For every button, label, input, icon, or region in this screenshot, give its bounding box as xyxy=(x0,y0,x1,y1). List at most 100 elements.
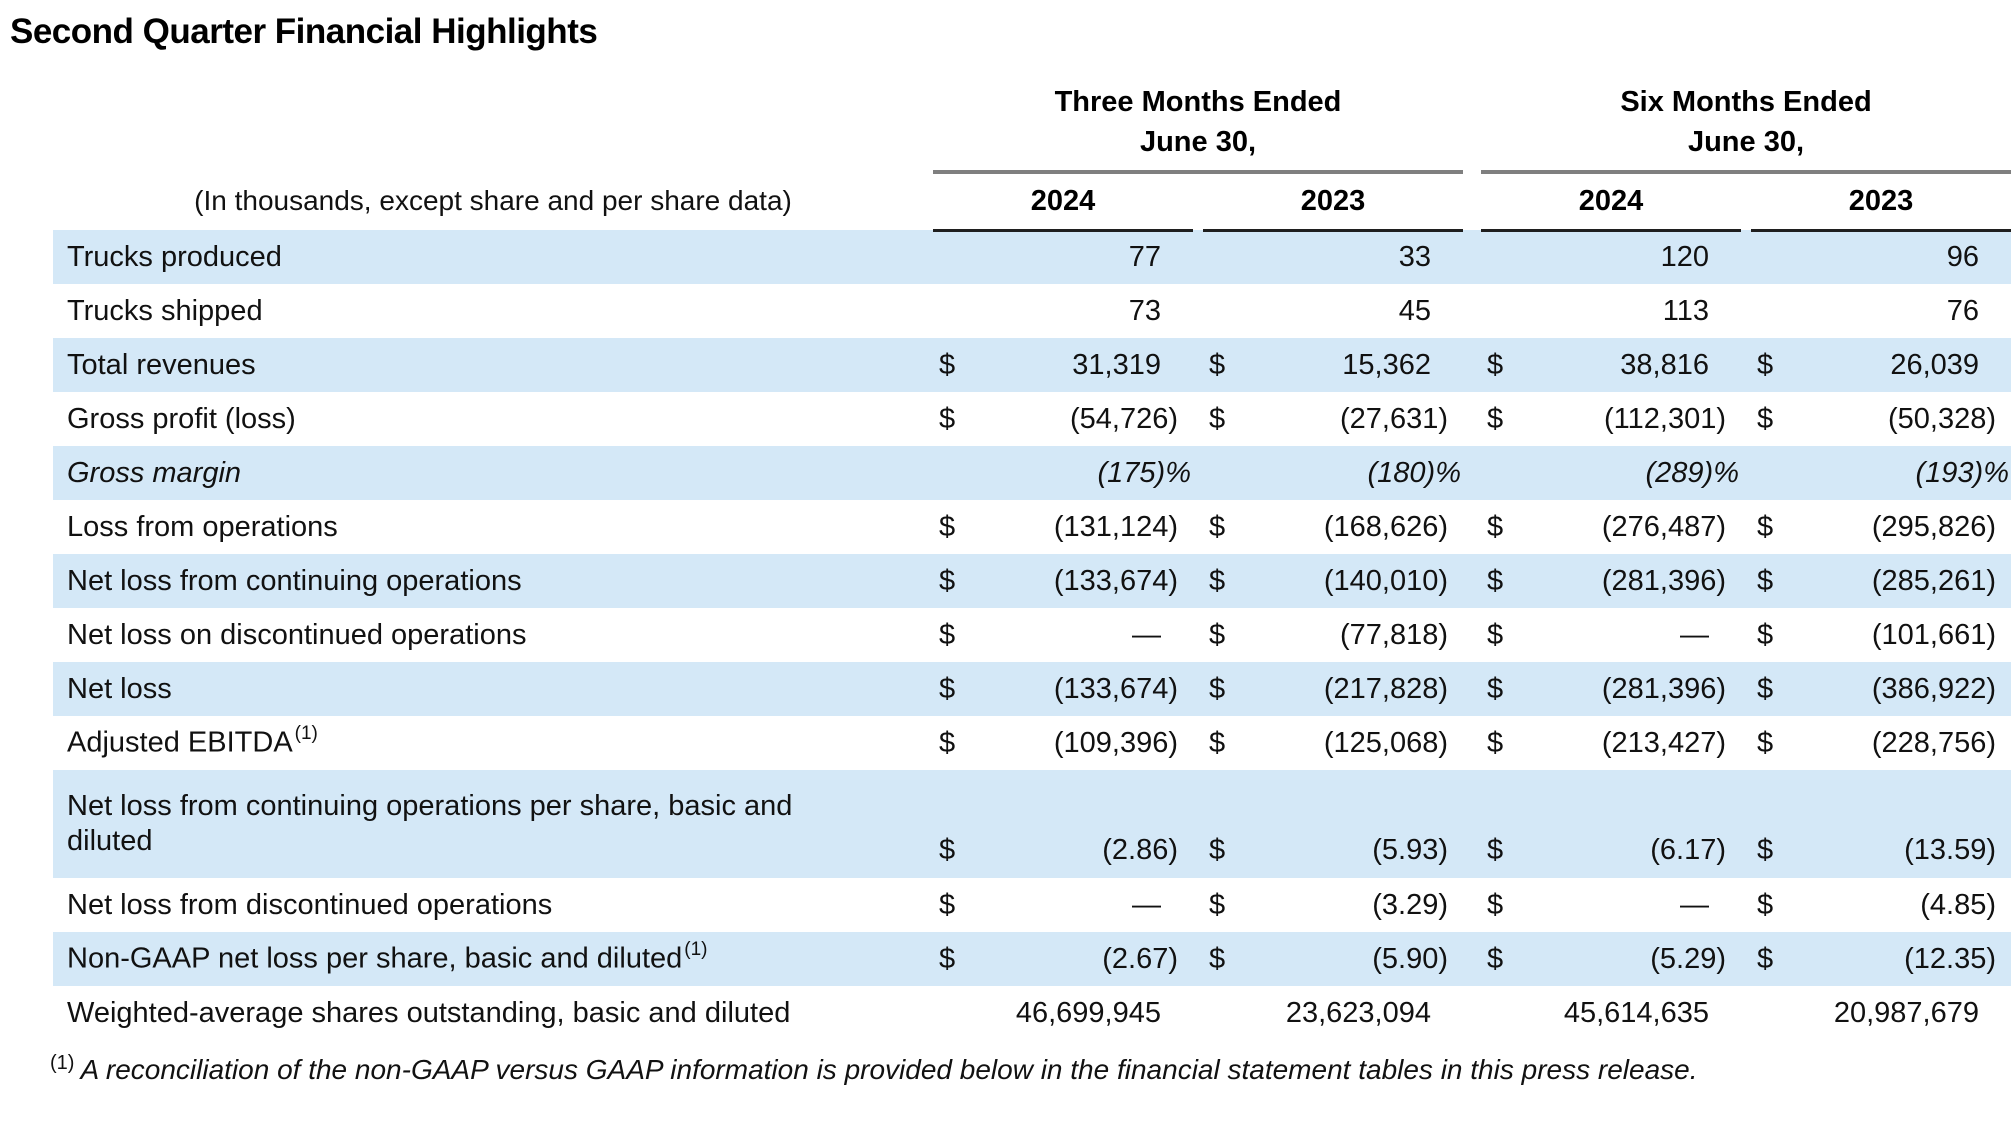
table-row: Trucks produced 77 33 120 96 xyxy=(53,230,2012,284)
cell-value: (77,818) xyxy=(1339,618,1448,651)
footnote-reference: (1) xyxy=(684,939,708,961)
row-label: Loss from operations xyxy=(67,510,338,543)
footnote-marker: (1) xyxy=(50,1052,75,1074)
dollar-sign: $ xyxy=(1757,834,1774,866)
dollar-sign: $ xyxy=(1757,348,1774,381)
column-gap xyxy=(1741,230,1751,284)
cell-value: (180)% xyxy=(1367,456,1462,489)
cell-value: (133,674) xyxy=(1053,672,1178,705)
dollar-sign: $ xyxy=(1757,402,1774,435)
dollar-sign: $ xyxy=(939,564,956,597)
cell-value: (101,661) xyxy=(1871,618,1997,651)
dollar-sign xyxy=(1751,446,1796,500)
column-gap xyxy=(1741,716,1751,770)
dollar-sign: $ xyxy=(1209,888,1226,921)
year-header-row: (In thousands, except share and per shar… xyxy=(53,172,2012,232)
dollar-sign: $ xyxy=(1209,726,1226,759)
column-gap xyxy=(1741,172,1751,230)
column-gap xyxy=(1193,608,1203,662)
cell-value: (54,726) xyxy=(1069,402,1178,435)
row-label: Trucks produced xyxy=(67,240,282,273)
group-gap xyxy=(1463,554,1481,608)
group-header-six-months: Six Months Ended June 30, xyxy=(1481,82,2012,174)
column-gap xyxy=(1193,172,1203,230)
column-gap xyxy=(1193,662,1203,716)
dollar-sign xyxy=(1751,986,1796,1040)
dollar-sign: $ xyxy=(1487,564,1504,597)
cell-value: (5.29) xyxy=(1650,942,1726,975)
row-label: Weighted-average shares outstanding, bas… xyxy=(67,996,791,1029)
cell-value: 26,039 xyxy=(1890,348,1980,381)
group-gap xyxy=(1463,608,1481,662)
row-label: Trucks shipped xyxy=(67,294,263,327)
dollar-sign: $ xyxy=(1757,510,1774,543)
dollar-sign: $ xyxy=(939,510,956,543)
dollar-sign: $ xyxy=(939,834,956,866)
group-gap xyxy=(1463,338,1481,392)
column-gap xyxy=(1741,608,1751,662)
cell-value: (175)% xyxy=(1097,456,1192,489)
dollar-sign xyxy=(933,230,978,284)
blank-cell xyxy=(53,82,933,172)
cell-value: (168,626) xyxy=(1323,510,1448,543)
column-gap xyxy=(1741,284,1751,338)
dollar-sign xyxy=(1203,284,1248,338)
dollar-sign: $ xyxy=(1487,834,1504,866)
year-header-6m-2024: 2024 xyxy=(1481,172,1741,232)
dollar-sign: $ xyxy=(1487,348,1504,381)
group-gap xyxy=(1463,662,1481,716)
cell-value: (281,396) xyxy=(1601,564,1726,597)
cell-value: — xyxy=(1132,618,1161,651)
group-gap xyxy=(1463,878,1481,932)
cell-value: (125,068) xyxy=(1323,726,1448,759)
dollar-sign xyxy=(1203,230,1248,284)
dollar-sign: $ xyxy=(1757,888,1774,921)
cell-value: 76 xyxy=(1946,294,1980,327)
group-title-line1: Six Months Ended xyxy=(1620,86,1872,118)
table-row: Total revenues $31,319 $15,362 $38,816 $26,0… xyxy=(53,338,2012,392)
cell-value: (3.29) xyxy=(1372,888,1448,921)
cell-value: (217,828) xyxy=(1323,672,1448,705)
cell-value: (295,826) xyxy=(1871,510,1997,543)
column-gap xyxy=(1741,392,1751,446)
cell-value: (13.59) xyxy=(1904,834,1997,866)
column-gap xyxy=(1193,230,1203,284)
dollar-sign xyxy=(933,986,978,1040)
cell-value: (4.85) xyxy=(1920,888,1997,921)
dollar-sign: $ xyxy=(1209,672,1226,705)
dollar-sign: $ xyxy=(1757,942,1774,975)
dollar-sign: $ xyxy=(1487,888,1504,921)
dollar-sign: $ xyxy=(1487,726,1504,759)
row-label: Net loss xyxy=(67,672,172,705)
cell-value: 31,319 xyxy=(1072,348,1161,381)
dollar-sign: $ xyxy=(939,672,956,705)
group-gap xyxy=(1463,932,1481,986)
group-title-line2: June 30, xyxy=(1687,126,1805,158)
dollar-sign: $ xyxy=(939,888,956,921)
dollar-sign xyxy=(1203,986,1248,1040)
table-body: Trucks produced 77 33 120 96 Trucks shipped 73… xyxy=(53,230,2012,1040)
cell-value: (5.90) xyxy=(1372,942,1448,975)
cell-value: (140,010) xyxy=(1323,564,1448,597)
dollar-sign xyxy=(1481,986,1526,1040)
table-row: Adjusted EBITDA (1) $ (109,396) $ (125,068) $ (… xyxy=(53,716,2011,770)
column-gap xyxy=(1193,392,1203,446)
dollar-sign xyxy=(1751,230,1796,284)
dollar-sign: $ xyxy=(1209,834,1226,866)
dollar-sign: $ xyxy=(1487,672,1504,705)
year-header-6m-2023: 2023 xyxy=(1751,172,2012,232)
column-gap xyxy=(1193,986,1203,1040)
column-gap xyxy=(1741,554,1751,608)
cell-value: (27,631) xyxy=(1339,402,1448,435)
column-gap xyxy=(1193,716,1203,770)
year-header-3m-2023: 2023 xyxy=(1203,172,1463,232)
column-gap xyxy=(1193,500,1203,554)
page: Second Quarter Financial Highlights Thre… xyxy=(10,12,2012,1085)
cell-value: 45 xyxy=(1398,294,1431,327)
column-gap xyxy=(1741,932,1751,986)
cell-value: 73 xyxy=(1128,294,1161,327)
cell-value: (228,756) xyxy=(1871,726,1997,759)
dollar-sign xyxy=(1481,284,1526,338)
cell-value: (6.17) xyxy=(1650,834,1726,866)
column-gap xyxy=(1741,986,1751,1040)
